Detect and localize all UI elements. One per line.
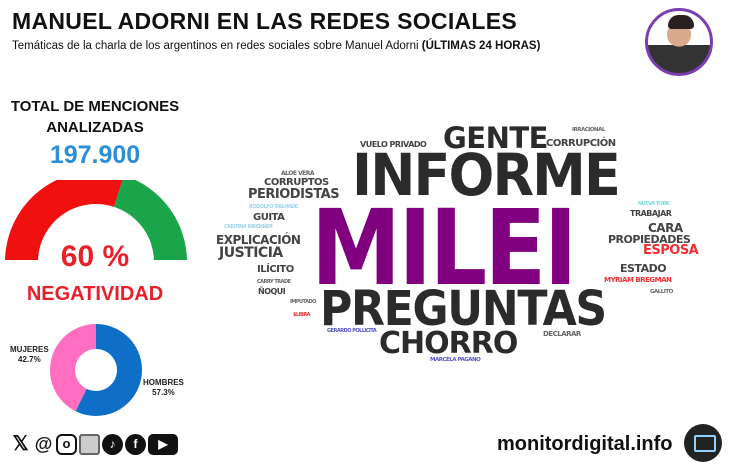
word: JUSTICIA	[219, 245, 283, 261]
word: GENTE	[443, 121, 548, 155]
word: GUITA	[253, 212, 285, 223]
word: ESTADO	[620, 262, 667, 275]
word: CARA	[648, 221, 683, 235]
men-legend: HOMBRES 57.3%	[143, 378, 184, 398]
word: ESPOSA	[643, 243, 699, 258]
women-pct: 42.7%	[18, 355, 41, 364]
news-icon[interactable]	[79, 434, 100, 455]
word: PREGUNTAS	[320, 281, 607, 337]
men-label: HOMBRES	[143, 378, 184, 387]
word: NUEVA YORK	[638, 201, 670, 207]
women-label: MUJERES	[10, 345, 49, 354]
negativity-gauge	[5, 180, 187, 260]
word: CHORRO	[379, 326, 518, 361]
total-label-2: ANALIZADAS	[46, 119, 144, 136]
word: MARCELA PAGANO	[430, 357, 481, 363]
gender-donut	[49, 324, 142, 416]
word: DECLARAR	[543, 330, 581, 338]
total-value: 197.900	[49, 141, 141, 169]
monitor-logo-icon	[684, 424, 722, 462]
word: $LIBRA	[293, 312, 311, 318]
total-label: TOTAL DE MENCIONES	[10, 98, 180, 115]
threads-icon[interactable]: @	[34, 434, 53, 454]
page-subtitle: Temáticas de la charla de los argentinos…	[12, 40, 540, 52]
men-pct: 57.3%	[152, 388, 175, 397]
word: ÑOQUI	[258, 287, 286, 296]
word: VUELO PRIVADO	[360, 140, 427, 149]
instagram-icon[interactable]: o	[56, 434, 77, 455]
profile-photo	[645, 8, 713, 76]
word: ALOE VERA	[281, 170, 315, 177]
youtube-icon[interactable]: ▶	[148, 434, 178, 455]
facebook-icon[interactable]: f	[125, 434, 146, 455]
word: GERARDO POLLICITA	[327, 328, 377, 334]
word: INFORME	[352, 141, 621, 209]
word: PROPIEDADES	[608, 233, 691, 246]
subtitle-text: Temáticas de la charla de los argentinos…	[12, 40, 419, 52]
donut-men-slice	[75, 324, 142, 416]
brand-name[interactable]: monitordigital.info	[497, 433, 673, 455]
women-legend: MUJERES 42.7%	[10, 345, 49, 365]
word: CORRUPTOS	[264, 177, 329, 188]
subtitle-period: (ÚLTIMAS 24 HORAS)	[421, 40, 541, 52]
word: IRRACIONAL	[572, 127, 605, 133]
word: CARRY TRADE	[257, 279, 291, 285]
word: IMPUTADO	[290, 299, 316, 305]
word: PERIODISTAS	[248, 187, 340, 202]
negativity-percent: 60 %	[60, 240, 130, 273]
gauge-positive-arc	[113, 180, 187, 260]
word: CORRUPCIÓN	[546, 138, 616, 149]
word: GALLITO	[650, 289, 673, 295]
word: CRISTINA KIRCHNER	[224, 224, 273, 230]
page-title: MANUEL ADORNI EN LAS REDES SOCIALES	[12, 8, 518, 34]
word: EXPLICACIÓN	[216, 233, 301, 247]
word: ILÍCITO	[257, 264, 294, 275]
word: RODOLFO TAILHADE	[249, 204, 298, 210]
x-icon[interactable]: 𝕏	[12, 433, 29, 455]
word: MILEI	[311, 187, 577, 309]
gauge-negative-arc	[5, 180, 123, 260]
word: TRABAJAR	[630, 209, 672, 218]
negativity-label: NEGATIVIDAD	[26, 283, 164, 305]
word: MYRIAM BREGMAN	[604, 276, 672, 284]
donut-women-slice	[49, 324, 96, 412]
tiktok-icon[interactable]: ♪	[102, 434, 123, 455]
